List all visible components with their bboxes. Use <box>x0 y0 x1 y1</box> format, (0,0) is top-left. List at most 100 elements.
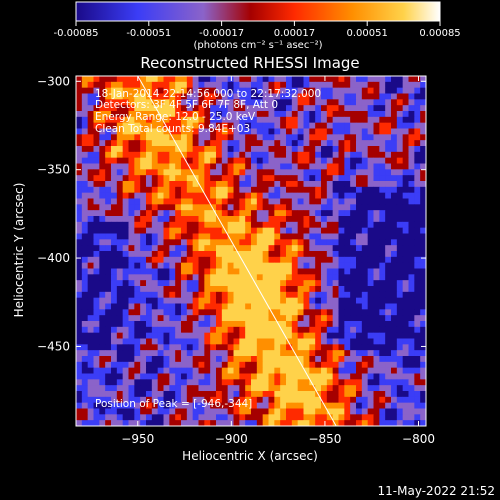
heatmap-cell <box>408 268 415 275</box>
heatmap-cell <box>344 105 351 112</box>
heatmap-cell <box>262 379 269 386</box>
heatmap-cell <box>367 245 374 252</box>
heatmap-cell <box>87 134 94 141</box>
heatmap-cell <box>105 93 112 100</box>
heatmap-cell <box>157 169 164 176</box>
heatmap-cell <box>297 303 304 310</box>
heatmap-cell <box>99 297 106 304</box>
heatmap-cell <box>134 373 141 380</box>
heatmap-cell <box>391 385 398 392</box>
heatmap-cell <box>332 402 339 409</box>
heatmap-cell <box>350 140 357 147</box>
heatmap-cell <box>391 280 398 287</box>
heatmap-cell <box>391 256 398 264</box>
heatmap-cell <box>321 99 328 106</box>
heatmap-cell <box>105 309 112 316</box>
heatmap-cell <box>128 315 135 322</box>
heatmap-cell <box>239 192 246 199</box>
heatmap-cell <box>192 268 199 275</box>
heatmap-cell <box>216 116 223 124</box>
heatmap-cell <box>274 227 281 234</box>
heatmap-cell <box>81 268 89 275</box>
heatmap-cell <box>373 204 380 211</box>
heatmap-cell <box>286 326 293 334</box>
heatmap-cell <box>239 204 246 211</box>
heatmap-cell <box>186 186 194 194</box>
heatmap-cell <box>344 262 351 269</box>
heatmap-cell <box>151 338 159 345</box>
heatmap-cell <box>122 116 129 124</box>
heatmap-cell <box>169 408 176 415</box>
heatmap-cell <box>309 256 316 264</box>
heatmap-cell <box>373 367 380 374</box>
heatmap-cell <box>414 151 421 159</box>
heatmap-cell <box>81 93 89 100</box>
heatmap-cell <box>186 414 194 421</box>
heatmap-cell <box>116 332 124 339</box>
heatmap-cell <box>385 111 392 118</box>
heatmap-cell <box>87 221 94 229</box>
heatmap-cell <box>391 379 398 386</box>
heatmap-cell <box>373 356 380 363</box>
heatmap-cell <box>181 163 188 170</box>
heatmap-cell <box>192 251 199 258</box>
heatmap-cell <box>116 344 124 351</box>
heatmap-cell <box>186 268 194 275</box>
heatmap-cell <box>420 315 426 322</box>
heatmap-cell <box>356 181 363 188</box>
heatmap-cell <box>315 233 322 240</box>
heatmap-cell <box>122 233 129 240</box>
heatmap-cell <box>245 140 252 147</box>
heatmap-cell <box>280 402 287 409</box>
heatmap-cell <box>122 379 129 386</box>
heatmap-cell <box>262 251 269 258</box>
heatmap-cell <box>99 227 106 234</box>
heatmap-cell <box>122 350 129 357</box>
heatmap-cell <box>151 402 159 409</box>
heatmap-cell <box>175 361 182 369</box>
heatmap-cell <box>233 93 240 100</box>
heatmap-cell <box>157 99 164 106</box>
heatmap-cell <box>233 373 240 380</box>
heatmap-cell <box>297 262 304 269</box>
heatmap-cell <box>350 274 357 281</box>
heatmap-cell <box>227 379 234 386</box>
heatmap-cell <box>379 361 386 369</box>
heatmap-cell <box>286 268 293 275</box>
heatmap-cell <box>175 87 182 94</box>
heatmap-cell <box>233 385 240 392</box>
heatmap-cell <box>181 274 188 281</box>
heatmap-cell <box>233 111 240 118</box>
heatmap-cell <box>326 221 334 229</box>
heatmap-cell <box>361 157 369 164</box>
heatmap-cell <box>385 268 392 275</box>
heatmap-cell <box>245 379 252 386</box>
heatmap-cell <box>175 192 182 199</box>
heatmap-cell <box>321 116 328 124</box>
heatmap-cell <box>350 186 357 194</box>
heatmap-cell <box>268 291 275 299</box>
heatmap-cell <box>81 134 89 141</box>
heatmap-cell <box>274 262 281 269</box>
heatmap-cell <box>198 111 205 118</box>
heatmap-cell <box>239 350 246 357</box>
heatmap-cell <box>134 186 141 194</box>
heatmap-cell <box>221 169 229 176</box>
heatmap-cell <box>151 227 159 234</box>
heatmap-cell <box>233 251 240 258</box>
heatmap-cell <box>420 151 426 159</box>
heatmap-cell <box>344 391 351 398</box>
heatmap-cell <box>315 344 322 351</box>
heatmap-cell <box>134 251 141 258</box>
heatmap-cell <box>93 76 100 83</box>
heatmap-cell <box>122 361 129 369</box>
heatmap-cell <box>303 210 310 217</box>
heatmap-cell <box>128 338 135 345</box>
heatmap-cell <box>338 245 345 252</box>
heatmap-cell <box>251 216 258 223</box>
heatmap-cell <box>181 286 188 293</box>
heatmap-cell <box>408 221 415 229</box>
heatmap-cell <box>181 356 188 363</box>
heatmap-cell <box>315 111 322 118</box>
heatmap-cell <box>268 105 275 112</box>
